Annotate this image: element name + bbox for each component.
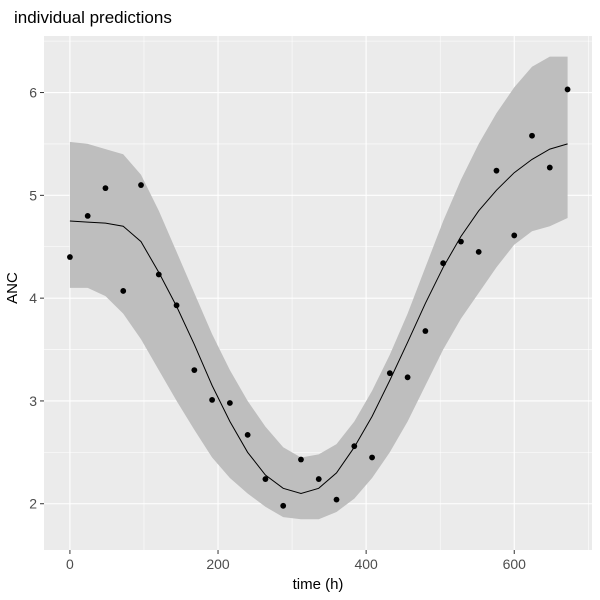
- y-tick-label: 5: [29, 187, 37, 203]
- data-point: [564, 86, 571, 93]
- data-point: [529, 132, 535, 139]
- data-point: [351, 443, 358, 450]
- data-point: [511, 232, 518, 239]
- data-point: [386, 370, 393, 377]
- x-axis: 0 200 400 600: [66, 550, 526, 572]
- data-point: [173, 302, 180, 309]
- data-point: [191, 367, 198, 373]
- data-point: [440, 260, 447, 267]
- y-tick-label: 6: [29, 85, 37, 101]
- data-point: [226, 400, 233, 406]
- data-point: [138, 182, 144, 188]
- data-point: [546, 164, 553, 171]
- x-tick-label: 0: [66, 556, 74, 572]
- x-tick-label: 600: [503, 556, 527, 572]
- x-tick-label: 200: [206, 556, 230, 572]
- x-tick-label: 400: [354, 556, 378, 572]
- y-tick-label: 2: [29, 496, 37, 512]
- data-point: [120, 288, 127, 294]
- y-axis: 2 3 4 5 6: [29, 85, 44, 512]
- data-point: [102, 185, 109, 192]
- chart-title: individual predictions: [14, 8, 172, 27]
- data-point: [280, 502, 287, 509]
- data-point: [404, 374, 411, 381]
- data-point: [262, 476, 269, 482]
- data-point: [84, 213, 91, 219]
- x-axis-title: time (h): [293, 576, 344, 593]
- data-point: [475, 248, 482, 255]
- confidence-ribbon: [69, 56, 568, 520]
- data-point: [369, 454, 375, 461]
- data-point: [333, 496, 340, 503]
- data-point: [209, 397, 216, 403]
- data-point: [298, 456, 304, 463]
- data-point: [155, 271, 162, 278]
- data-point: [315, 476, 322, 482]
- data-point: [244, 431, 251, 438]
- prediction-line: [69, 143, 568, 495]
- data-point: [493, 167, 500, 174]
- y-tick-label: 3: [29, 393, 37, 409]
- y-tick-label: 4: [29, 290, 37, 306]
- data-point: [458, 238, 464, 245]
- y-axis-title: ANC: [4, 272, 21, 304]
- observed-points: [67, 86, 571, 509]
- data-point: [67, 254, 73, 260]
- data-point: [422, 328, 429, 334]
